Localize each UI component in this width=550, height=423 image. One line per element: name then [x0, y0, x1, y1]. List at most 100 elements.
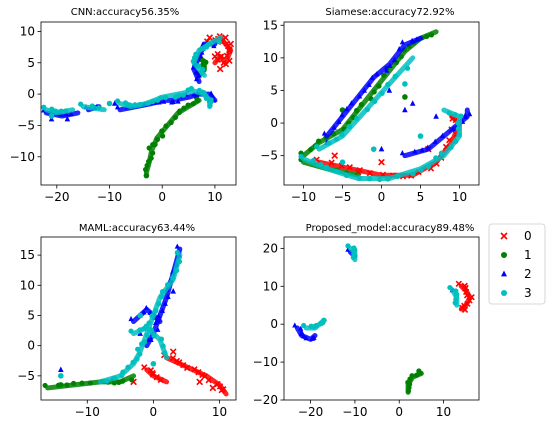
point-class-2	[467, 111, 473, 117]
point-class-2	[170, 288, 177, 294]
point-class-1	[176, 109, 183, 116]
point-class-3	[345, 243, 351, 249]
point-class-1	[308, 146, 314, 153]
point-class-3	[456, 132, 462, 138]
point-class-1	[150, 141, 156, 148]
point-class-3	[162, 350, 168, 356]
point-class-0	[183, 364, 191, 372]
point-class-1	[150, 150, 156, 156]
point-class-1	[144, 162, 150, 169]
point-class-3	[48, 113, 55, 119]
point-class-3	[176, 259, 183, 265]
point-class-3	[367, 176, 373, 182]
point-class-2	[111, 100, 118, 106]
point-class-3	[216, 39, 222, 45]
point-class-3	[501, 290, 507, 296]
point-class-0	[205, 377, 212, 384]
point-class-3	[130, 359, 136, 365]
point-class-2	[450, 125, 456, 132]
point-class-0	[227, 40, 235, 48]
point-class-3	[41, 104, 47, 110]
panel-maml: MAML:accuracy63.44% −10 0 10 −5 0 5 10 15	[17, 223, 237, 419]
point-class-2	[196, 72, 202, 78]
x-tick-label: −10	[291, 190, 316, 204]
point-class-3	[158, 95, 164, 101]
point-class-0	[141, 364, 148, 371]
point-class-1	[414, 372, 420, 378]
panel-title: Proposed_model:accuracy89.48%	[306, 223, 475, 234]
point-class-3	[151, 333, 157, 339]
point-class-3	[111, 375, 118, 381]
point-class-2	[409, 37, 415, 43]
point-class-3	[153, 308, 159, 314]
point-class-1	[70, 380, 77, 387]
point-class-3	[53, 108, 59, 115]
point-class-2	[153, 319, 159, 325]
point-class-2	[174, 243, 180, 249]
point-class-3	[96, 105, 102, 111]
point-class-3	[370, 146, 377, 152]
point-class-3	[125, 364, 131, 370]
point-class-3	[446, 110, 452, 116]
point-class-3	[339, 132, 345, 138]
point-class-0	[463, 292, 471, 299]
point-class-2	[344, 106, 350, 112]
point-class-2	[414, 36, 420, 42]
point-class-3	[354, 115, 360, 122]
point-class-2	[141, 309, 147, 315]
point-class-2	[396, 46, 402, 52]
point-class-1	[501, 252, 507, 258]
point-class-2	[425, 144, 431, 150]
point-class-3	[350, 254, 356, 260]
point-class-2	[194, 75, 200, 82]
point-class-0	[157, 376, 164, 384]
point-class-3	[452, 300, 458, 306]
point-class-1	[354, 107, 360, 114]
point-class-1	[371, 89, 377, 95]
point-class-0	[366, 170, 374, 177]
point-class-3	[418, 167, 424, 173]
point-class-3	[170, 275, 176, 281]
point-class-2	[366, 81, 372, 87]
point-class-2	[321, 130, 327, 136]
point-class-1	[111, 380, 117, 386]
point-class-2	[378, 145, 385, 152]
point-class-3	[208, 40, 214, 46]
point-class-0	[206, 34, 214, 42]
point-class-3	[174, 250, 180, 256]
panel-proposed: Proposed_model:accuracy89.48% −20 −10 0 10−…	[253, 223, 480, 419]
y-tick-label: 10	[20, 278, 35, 292]
y-tick-label: −10	[10, 150, 35, 164]
point-class-1	[120, 378, 126, 384]
point-class-3	[137, 351, 143, 357]
point-class-3	[119, 372, 125, 378]
point-class-3	[458, 113, 464, 119]
point-class-1	[79, 380, 85, 386]
point-class-3	[298, 153, 304, 160]
x-tick-label: −10	[75, 405, 100, 419]
point-class-3	[310, 157, 316, 164]
point-class-1	[146, 145, 152, 151]
point-class-2	[386, 87, 393, 93]
y-tick-label: 0	[27, 87, 35, 101]
point-class-1	[376, 83, 382, 89]
point-class-2	[190, 64, 196, 70]
point-class-3	[149, 313, 155, 319]
point-class-3	[132, 102, 138, 108]
point-class-3	[313, 322, 319, 329]
point-class-3	[339, 159, 346, 165]
point-class-1	[87, 380, 93, 386]
point-class-2	[311, 334, 317, 340]
point-class-0	[226, 47, 233, 54]
point-class-3	[156, 301, 162, 307]
point-class-2	[64, 115, 71, 122]
x-tick-label: −10	[342, 405, 367, 419]
plot-frame	[40, 21, 237, 186]
point-class-3	[326, 140, 332, 146]
point-class-3	[200, 66, 206, 72]
y-tick-label: −10	[253, 355, 278, 369]
point-class-3	[323, 164, 329, 170]
point-class-1	[190, 101, 196, 107]
point-class-2	[162, 300, 168, 306]
point-class-2	[462, 112, 468, 118]
